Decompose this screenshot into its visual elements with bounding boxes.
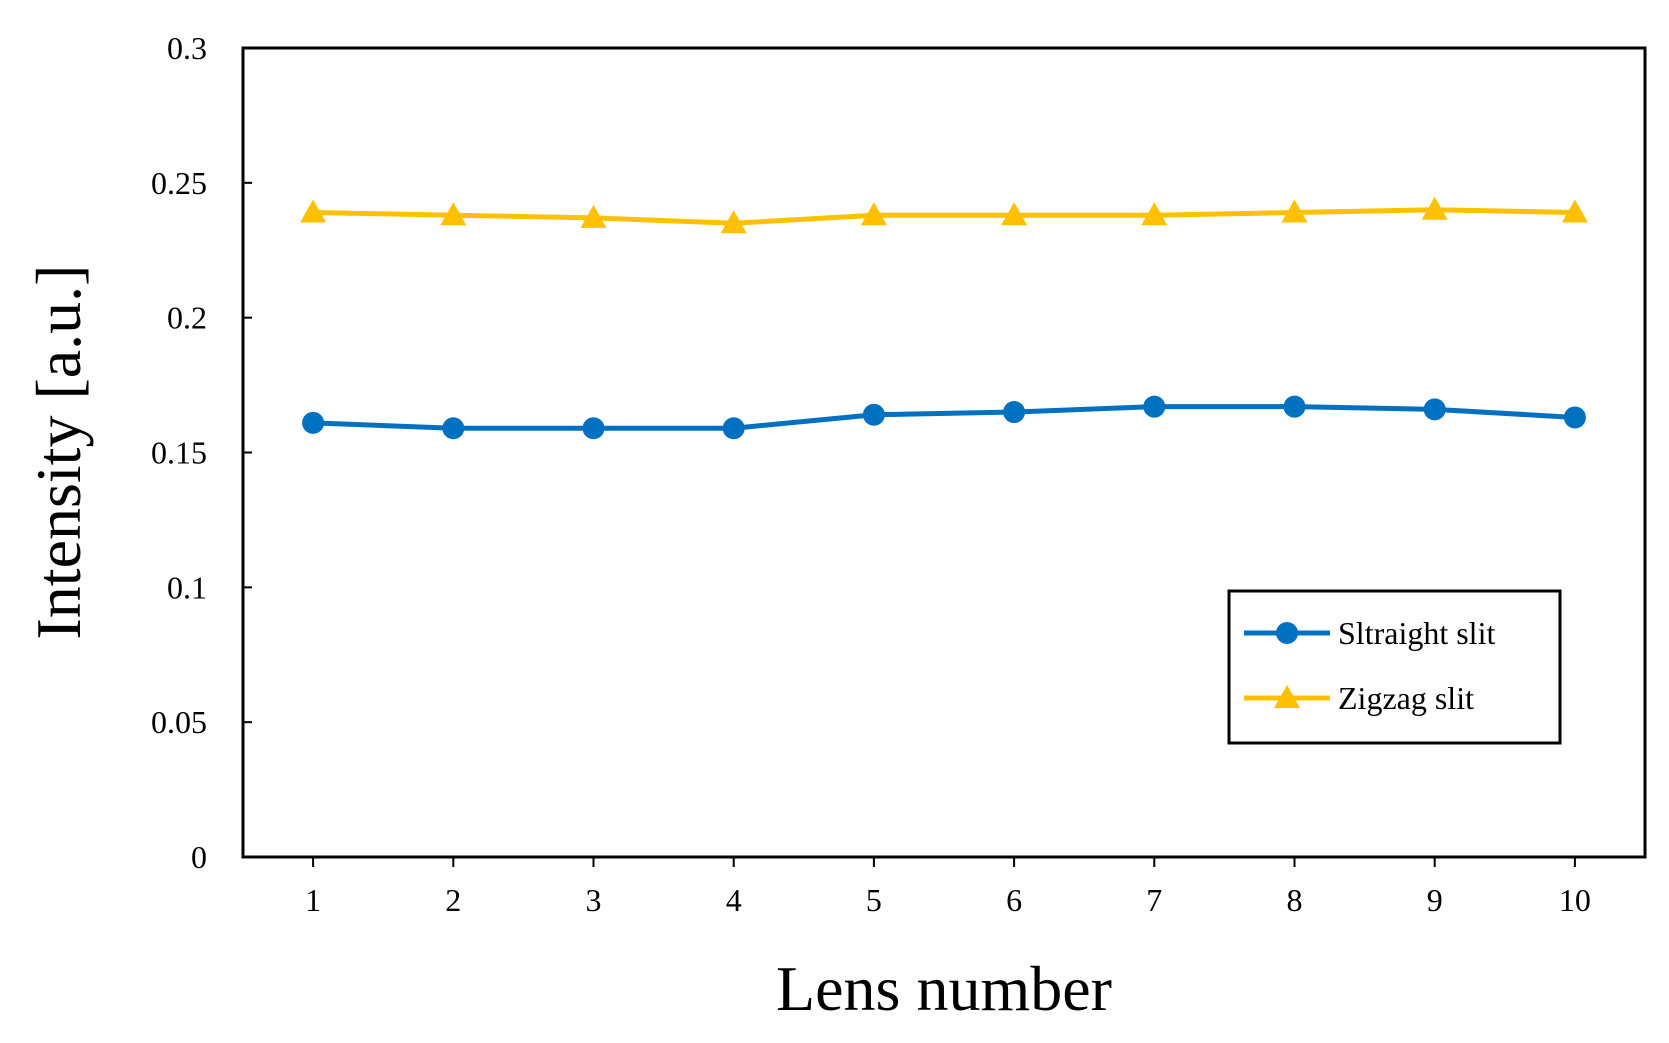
data-point bbox=[1283, 395, 1306, 418]
data-point bbox=[442, 417, 465, 440]
legend-label-series-2: Zigzag slit bbox=[1338, 680, 1474, 716]
y-tick-label: 0.1 bbox=[167, 569, 207, 605]
x-tick-label: 4 bbox=[726, 882, 742, 918]
legend-marker-series-2 bbox=[1274, 685, 1300, 708]
x-axis-title: Lens number bbox=[776, 953, 1112, 1024]
data-point bbox=[1423, 398, 1446, 421]
data-point bbox=[1421, 196, 1448, 220]
legend: Sltraight slit Zigzag slit bbox=[1227, 589, 1562, 745]
data-point bbox=[1563, 406, 1586, 429]
data-point bbox=[302, 411, 325, 434]
y-tick-label: 0.25 bbox=[151, 165, 207, 201]
legend-box bbox=[1227, 589, 1562, 745]
legend-label-series-1: Sltraight slit bbox=[1338, 615, 1495, 651]
x-tick-label: 10 bbox=[1559, 882, 1591, 918]
y-tick-label: 0.3 bbox=[167, 30, 207, 66]
x-tick-label: 6 bbox=[1006, 882, 1022, 918]
x-tick-label: 1 bbox=[305, 882, 321, 918]
data-point bbox=[300, 199, 327, 223]
data-point bbox=[1561, 199, 1588, 223]
y-tick-label: 0.2 bbox=[167, 300, 207, 336]
y-tick-label: 0.05 bbox=[151, 704, 207, 740]
data-point bbox=[720, 210, 747, 234]
x-axis-ticks: 1 2 3 4 5 6 7 8 9 10 bbox=[305, 857, 1591, 918]
x-tick-label: 2 bbox=[445, 882, 461, 918]
series-line bbox=[313, 207, 1575, 226]
data-point bbox=[1003, 401, 1026, 424]
data-point bbox=[1001, 202, 1028, 226]
x-tick-label: 3 bbox=[586, 882, 602, 918]
x-tick-label: 8 bbox=[1287, 882, 1303, 918]
data-point bbox=[440, 202, 467, 226]
legend-marker-series-1 bbox=[1276, 622, 1298, 644]
x-tick-label: 9 bbox=[1427, 882, 1443, 918]
data-point bbox=[582, 417, 605, 440]
data-point bbox=[1141, 202, 1168, 226]
series-line bbox=[313, 404, 1576, 431]
data-point bbox=[580, 204, 607, 228]
series-layer bbox=[300, 196, 1588, 440]
data-point bbox=[862, 403, 885, 426]
y-tick-label: 0 bbox=[191, 839, 207, 875]
y-tick-label: 0.15 bbox=[151, 435, 207, 471]
y-axis-title: Intensity [a.u.] bbox=[23, 265, 94, 640]
series-2 bbox=[300, 196, 1588, 234]
data-point bbox=[722, 417, 745, 440]
x-tick-label: 7 bbox=[1146, 882, 1162, 918]
series-1 bbox=[302, 395, 1586, 440]
x-tick-label: 5 bbox=[866, 882, 882, 918]
data-point bbox=[1143, 395, 1166, 418]
y-axis-ticks: 0 0.05 0.1 0.15 0.2 0.25 0.3 bbox=[151, 30, 252, 875]
data-point bbox=[860, 202, 887, 226]
data-point bbox=[1281, 199, 1308, 223]
